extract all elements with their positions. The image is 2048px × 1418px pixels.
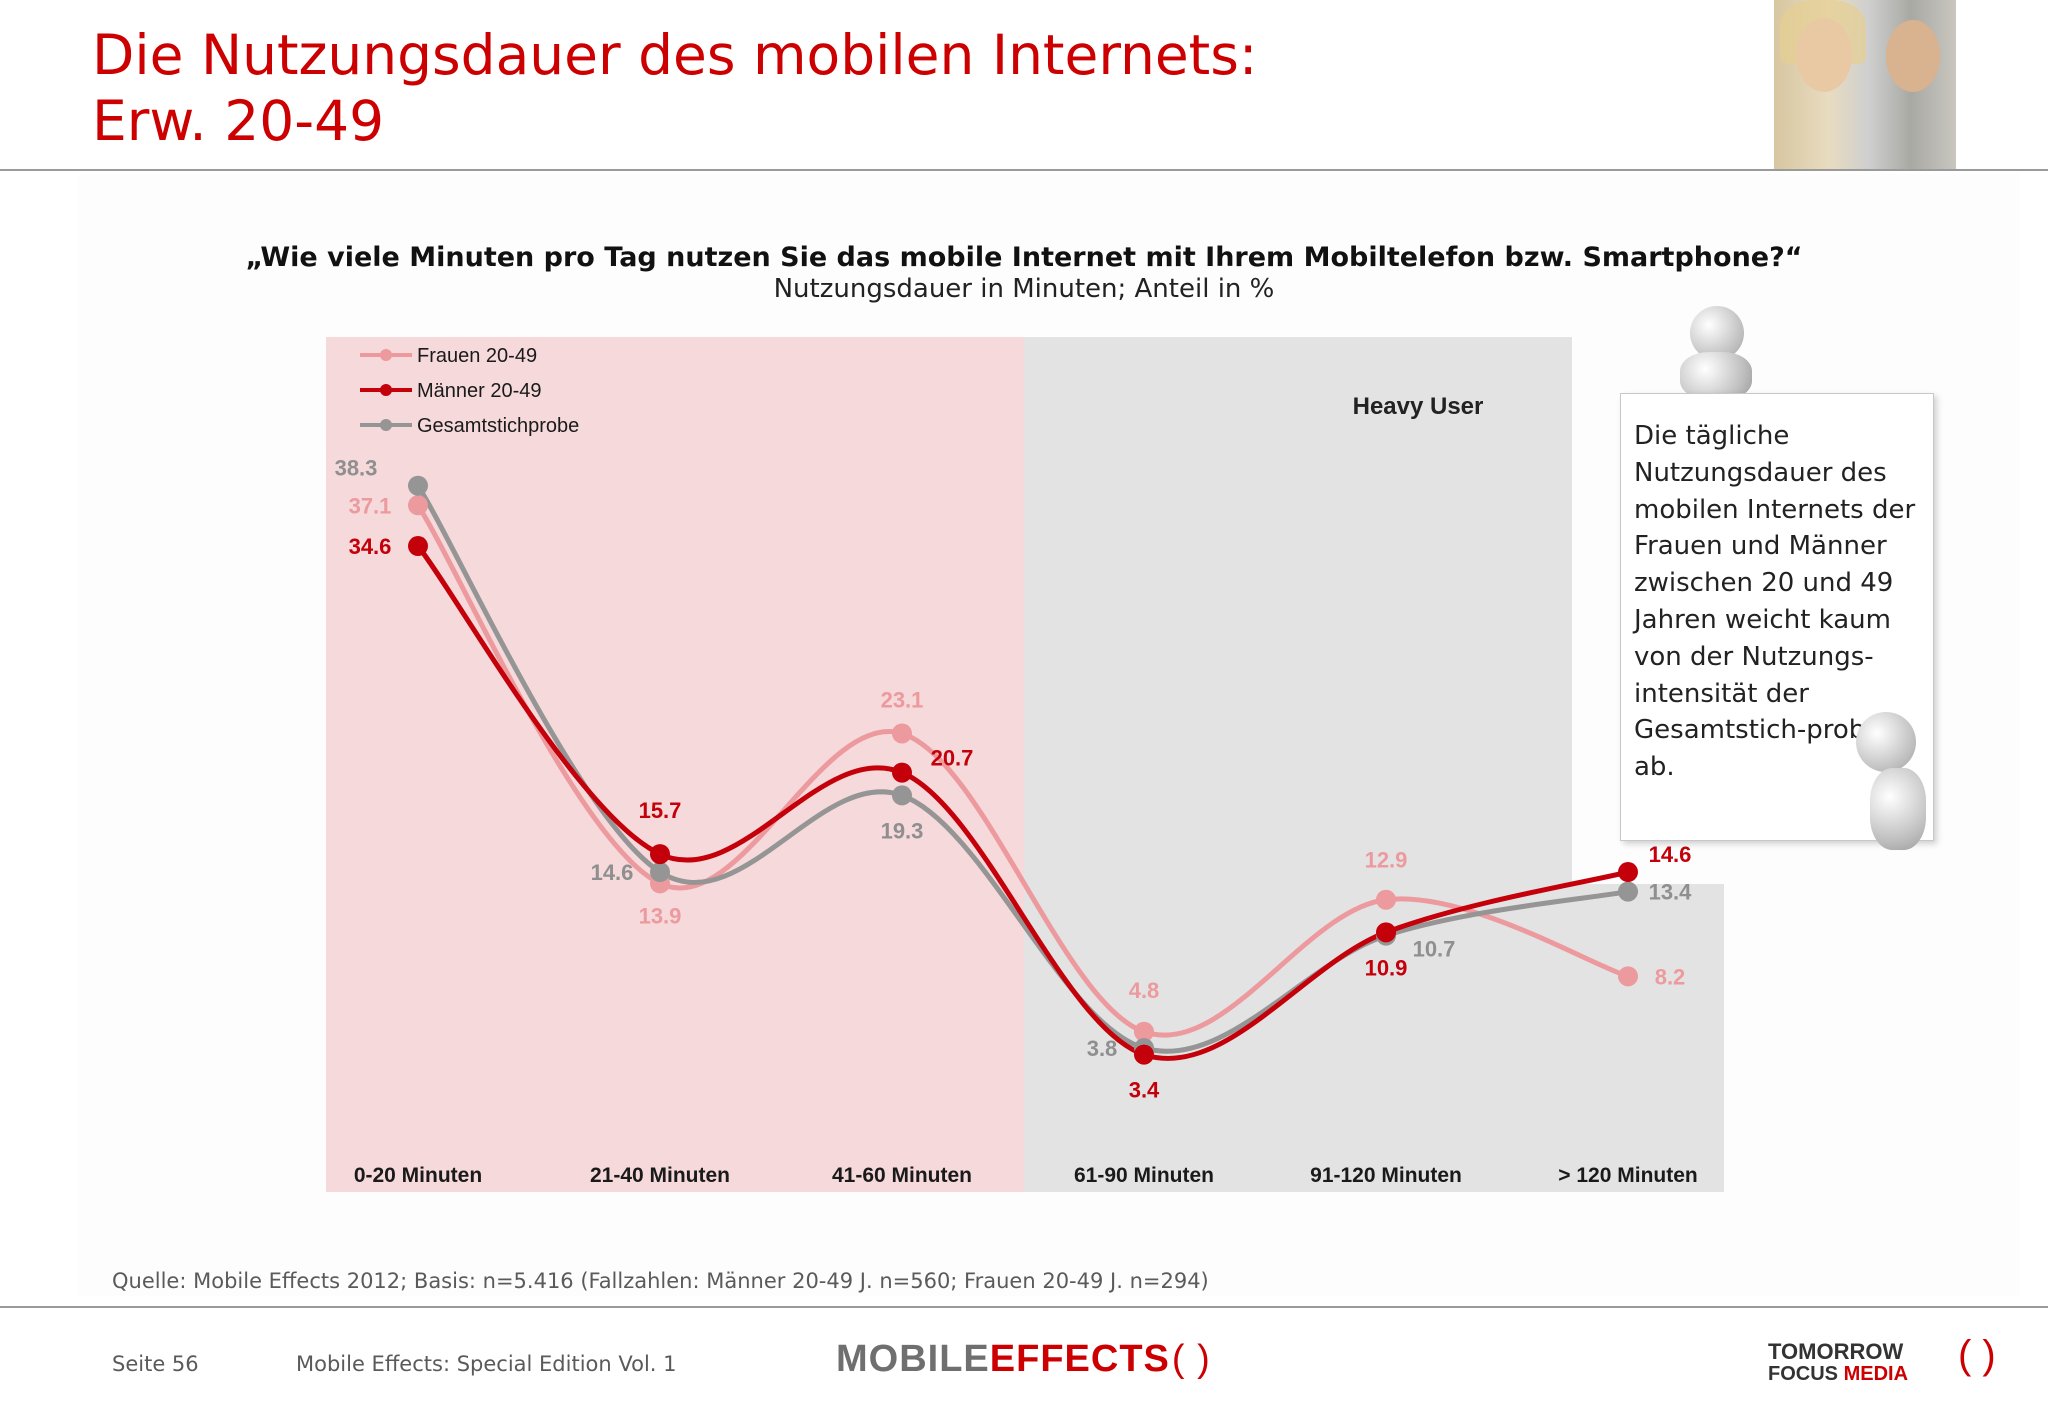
header-divider (0, 169, 2048, 171)
data-label: 20.7 (931, 746, 974, 771)
data-point (892, 762, 912, 783)
legend-marker (380, 384, 392, 396)
data-point (892, 723, 912, 744)
data-label: 13.9 (639, 903, 682, 928)
data-point (892, 785, 912, 806)
data-point (650, 862, 670, 883)
tomorrow-focus-media-logo: TOMORROW FOCUS MEDIA ( ) (1768, 1333, 1996, 1385)
note-text: Die tägliche Nutzungsdauer des mobilen I… (1634, 421, 1916, 783)
figure-body-icon (1680, 352, 1752, 400)
data-label: 15.7 (639, 798, 682, 823)
chart-subtitle: Nutzungsdauer in Minuten; Anteil in % (773, 274, 1275, 304)
data-label: 19.3 (881, 818, 924, 843)
data-point (408, 475, 428, 496)
data-label: 10.7 (1413, 937, 1456, 962)
legend-label: Männer 20-49 (417, 380, 542, 402)
data-point (408, 495, 428, 516)
data-point (1376, 889, 1396, 910)
heavy-user-zone-extension (1572, 884, 1724, 1192)
page-title-line2: Erw. 20-49 (92, 89, 385, 153)
data-point (1134, 1021, 1154, 1042)
data-label: 14.6 (591, 860, 634, 885)
data-point (1618, 966, 1638, 987)
figure-pushing-body-icon (1870, 768, 1926, 850)
footer-divider (0, 1306, 2048, 1308)
data-point (650, 844, 670, 865)
x-tick-label: 61-90 Minuten (1074, 1164, 1214, 1187)
heavy-user-zone (1024, 337, 1572, 1192)
line-chart: Heavy User 37.1 13.9 23.1 4.8 12.9 8.2 34.6 15.7… (326, 337, 1724, 1192)
data-label: 4.8 (1129, 978, 1160, 1003)
data-label: 3.4 (1129, 1078, 1160, 1103)
heavy-user-label: Heavy User (1353, 393, 1484, 420)
legend-label: Frauen 20-49 (417, 345, 537, 367)
data-point (408, 536, 428, 557)
data-point (1618, 862, 1638, 883)
legend-label: Gesamtstichprobe (417, 415, 579, 437)
data-label: 3.8 (1087, 1036, 1118, 1061)
legend-marker (380, 419, 392, 431)
source-note: Quelle: Mobile Effects 2012; Basis: n=5.… (112, 1269, 1209, 1293)
data-label: 10.9 (1365, 955, 1408, 980)
x-tick-label: 0-20 Minuten (354, 1164, 482, 1187)
data-label: 34.6 (349, 534, 392, 559)
light-user-zone (326, 337, 1024, 1192)
data-label: 8.2 (1655, 964, 1686, 989)
x-tick-label: 41-60 Minuten (832, 1164, 972, 1187)
data-label: 14.6 (1649, 842, 1692, 867)
x-tick-label: 21-40 Minuten (590, 1164, 730, 1187)
edition-label: Mobile Effects: Special Edition Vol. 1 (296, 1352, 677, 1376)
survey-question: „Wie viele Minuten pro Tag nutzen Sie da… (245, 242, 1803, 273)
data-label: 12.9 (1365, 848, 1408, 873)
x-tick-label: 91-120 Minuten (1310, 1164, 1462, 1187)
data-label: 38.3 (335, 456, 378, 481)
page-title: Die Nutzungsdauer des mobilen Internets:… (92, 22, 1257, 154)
data-label: 13.4 (1649, 880, 1693, 905)
x-tick-label: > 120 Minuten (1558, 1164, 1697, 1187)
mobile-effects-logo: MOBILEEFFECTS( ) (836, 1338, 1211, 1380)
data-point (1134, 1044, 1154, 1065)
page-title-line1: Die Nutzungsdauer des mobilen Internets: (92, 23, 1258, 87)
data-label: 37.1 (349, 493, 392, 518)
page-number: Seite 56 (112, 1352, 199, 1376)
data-point (1376, 922, 1396, 943)
data-label: 23.1 (881, 687, 924, 712)
figure-head-icon (1690, 306, 1744, 360)
figure-pushing-head-icon (1856, 712, 1916, 772)
header-photo (1774, 0, 1956, 170)
data-point (1618, 881, 1638, 902)
legend-marker (380, 349, 392, 361)
